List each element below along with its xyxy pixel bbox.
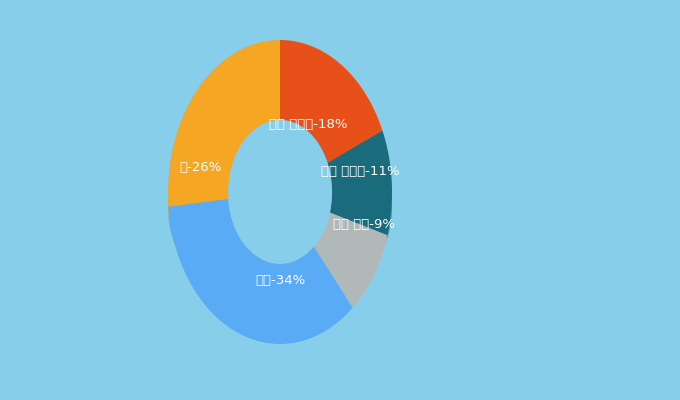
PathPatch shape	[280, 40, 382, 163]
PathPatch shape	[169, 199, 353, 344]
PathPatch shape	[328, 165, 392, 238]
PathPatch shape	[168, 40, 280, 206]
PathPatch shape	[313, 212, 388, 308]
PathPatch shape	[313, 222, 388, 289]
Text: 柏-26%: 柏-26%	[179, 162, 221, 174]
PathPatch shape	[169, 213, 353, 314]
Ellipse shape	[228, 120, 332, 264]
Text: 柏市 コロナ-11%: 柏市 コロナ-11%	[321, 166, 399, 178]
PathPatch shape	[280, 102, 382, 188]
PathPatch shape	[328, 130, 392, 235]
Text: 柏市-34%: 柏市-34%	[255, 274, 305, 286]
Text: 柏市 給付金-18%: 柏市 給付金-18%	[269, 118, 347, 130]
Text: 柏市 人口-9%: 柏市 人口-9%	[333, 218, 395, 230]
PathPatch shape	[168, 102, 280, 218]
